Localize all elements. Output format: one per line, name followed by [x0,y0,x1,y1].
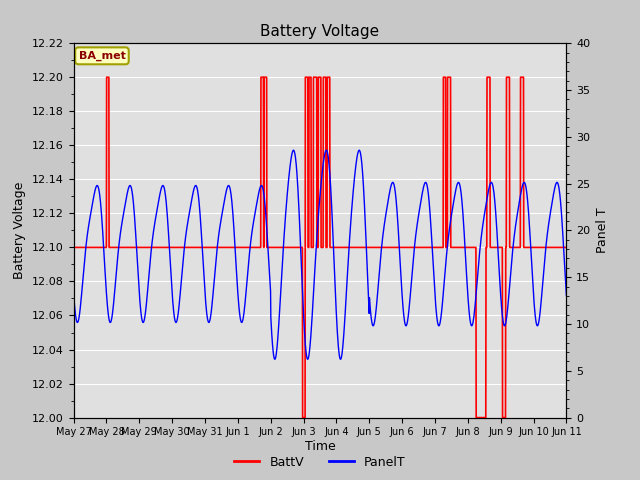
Legend: BattV, PanelT: BattV, PanelT [229,451,411,474]
Y-axis label: Panel T: Panel T [596,207,609,253]
Y-axis label: Battery Voltage: Battery Voltage [13,182,26,279]
Text: BA_met: BA_met [79,51,125,61]
Title: Battery Voltage: Battery Voltage [260,24,380,39]
X-axis label: Time: Time [305,440,335,453]
